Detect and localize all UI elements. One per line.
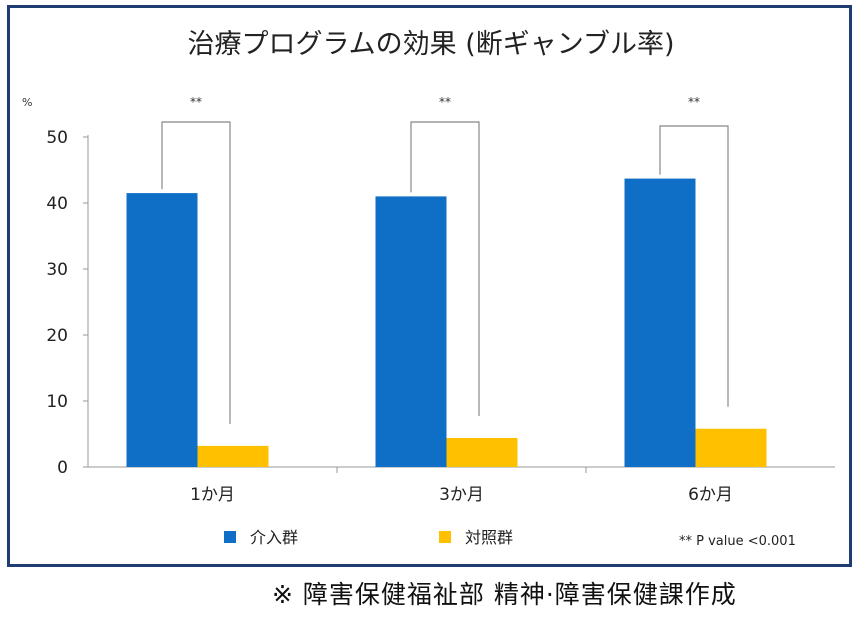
y-tick-label: 0 bbox=[57, 458, 68, 478]
bar-intervention bbox=[624, 178, 696, 467]
significance-note: ** P value <0.001 bbox=[679, 534, 796, 549]
legend-label: 介入群 bbox=[250, 528, 298, 547]
bar-chart: % 0 10 20 30 40 50 ** ** ** 1か月 3か月 6か月 介入群 対照群 ** … bbox=[22, 95, 835, 549]
x-category-label: 6か月 bbox=[688, 485, 733, 505]
bar-intervention bbox=[375, 196, 447, 467]
x-category-label: 3か月 bbox=[439, 485, 484, 505]
significance-label: ** bbox=[439, 95, 451, 109]
bars bbox=[126, 178, 767, 467]
legend-swatch bbox=[224, 531, 236, 543]
chart-title: 治療プログラムの効果 (断ギャンブル率) bbox=[187, 29, 675, 60]
legend-label: 対照群 bbox=[465, 528, 513, 547]
bar-control bbox=[695, 428, 767, 467]
significance-bracket bbox=[161, 121, 231, 424]
bar-intervention bbox=[126, 193, 198, 467]
x-categories: 1か月 3か月 6か月 bbox=[190, 467, 733, 505]
y-tick-label: 50 bbox=[46, 128, 68, 148]
y-tick-label: 10 bbox=[46, 392, 68, 412]
y-tick-label: 40 bbox=[46, 194, 68, 214]
significance-bracket bbox=[659, 125, 729, 407]
legend: 介入群 対照群 ** P value <0.001 bbox=[224, 528, 796, 549]
significance-label: ** bbox=[688, 95, 700, 109]
y-axis-unit: % bbox=[22, 96, 32, 109]
significance-label: ** bbox=[190, 95, 202, 109]
y-ticks: 0 10 20 30 40 50 bbox=[46, 128, 88, 478]
source-footer: ※ 障害保健福祉部 精神·障害保健課作成 bbox=[272, 580, 737, 609]
bar-control bbox=[197, 445, 269, 467]
significance-bracket bbox=[410, 121, 480, 416]
significance-brackets: ** ** ** bbox=[161, 95, 729, 424]
bar-control bbox=[446, 437, 518, 467]
legend-swatch bbox=[439, 531, 451, 543]
y-tick-label: 30 bbox=[46, 260, 68, 280]
x-category-label: 1か月 bbox=[190, 485, 235, 505]
y-tick-label: 20 bbox=[46, 326, 68, 346]
